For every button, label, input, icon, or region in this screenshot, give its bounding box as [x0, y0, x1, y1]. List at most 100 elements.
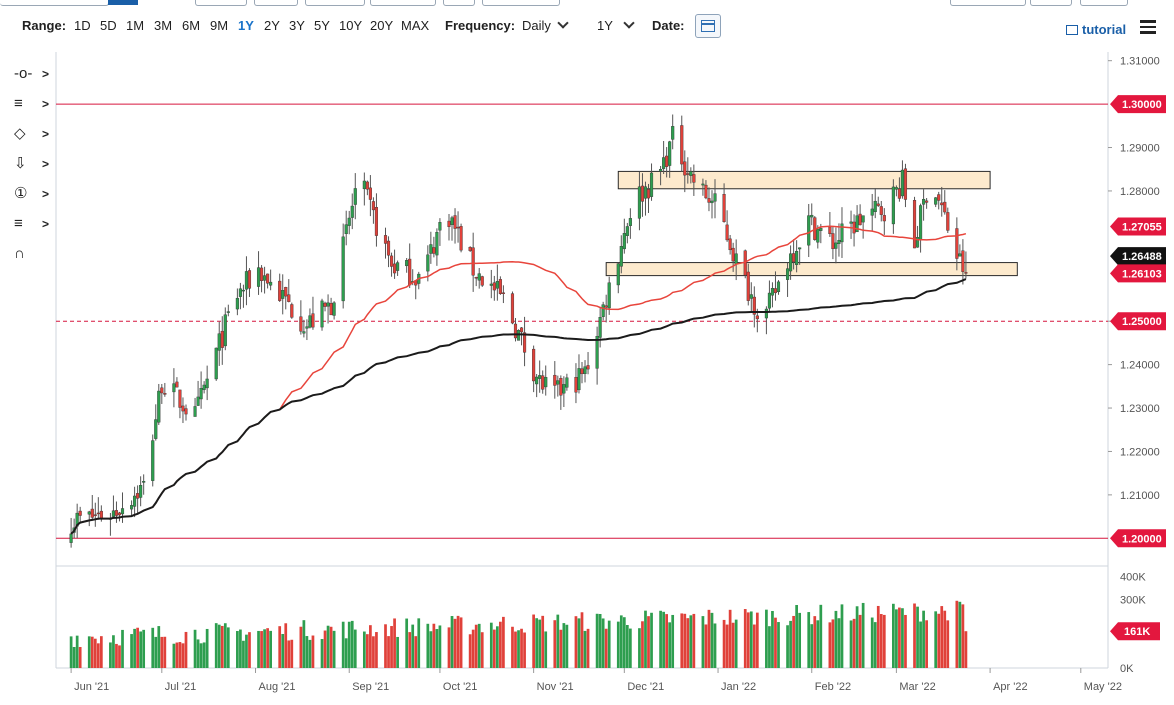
candle-body — [368, 187, 372, 200]
tool-shapes[interactable]: ◇ > — [14, 122, 54, 146]
price-tag-ma-slow: 1.26488 — [1122, 251, 1162, 263]
range-20y[interactable]: 20Y — [370, 18, 394, 33]
range-3y[interactable]: 3Y — [289, 18, 305, 33]
candle-body — [341, 236, 345, 302]
candle-body — [350, 205, 354, 218]
chevron-right-icon: > — [42, 217, 50, 231]
range-max[interactable]: MAX — [401, 18, 430, 33]
volume-bar — [598, 613, 602, 668]
top-toolbar-button[interactable] — [482, 0, 560, 6]
candle-body — [501, 292, 505, 294]
tool-crosshair[interactable]: -o- > — [14, 62, 54, 86]
volume-bar — [934, 611, 938, 668]
x-tick-label: Oct '21 — [443, 681, 478, 693]
volume-bar — [184, 631, 188, 668]
top-toolbar-button[interactable] — [1030, 0, 1072, 6]
fibonacci-icon: ≡ — [14, 215, 23, 232]
period-select[interactable]: 1Y — [597, 17, 635, 34]
candle-body — [870, 208, 874, 216]
volume-bar — [638, 628, 641, 668]
volume-bar — [109, 642, 112, 668]
candle-body — [565, 377, 569, 388]
volume-bar — [958, 601, 962, 668]
tool-fibonacci[interactable]: ≡ > — [14, 212, 54, 236]
candle-body — [798, 247, 802, 250]
volume-bar — [130, 634, 133, 668]
range-2y[interactable]: 2Y — [264, 18, 280, 33]
volume-bar — [813, 616, 817, 668]
frequency-select[interactable]: Daily — [522, 17, 569, 34]
candle-body — [855, 215, 859, 233]
tutorial-label: tutorial — [1082, 22, 1127, 37]
candle-body — [834, 242, 838, 249]
candle-body — [139, 485, 143, 498]
volume-bar — [870, 617, 874, 668]
candle-body — [308, 315, 312, 328]
calendar-button[interactable] — [695, 14, 721, 38]
volume-bar — [242, 640, 245, 668]
tool-arrow[interactable]: ⇩ > — [14, 152, 54, 176]
y-tick-label: 1.21000 — [1120, 490, 1160, 502]
candle-body — [217, 333, 221, 351]
top-toolbar-button[interactable] — [443, 0, 475, 6]
volume-bar — [278, 626, 282, 668]
candle-body — [786, 268, 790, 280]
volume-bar — [725, 624, 729, 668]
top-toolbar-button[interactable] — [254, 0, 298, 6]
volume-bar — [523, 632, 526, 668]
candle-body — [117, 512, 122, 516]
candle-body — [523, 332, 527, 353]
top-toolbar-button[interactable] — [305, 0, 365, 6]
volume-bar — [734, 619, 738, 668]
candle-body — [731, 247, 735, 262]
top-toolbar-button[interactable] — [950, 0, 1026, 6]
candle-body — [873, 200, 877, 213]
candle-body — [432, 247, 436, 254]
top-toolbar-button[interactable] — [370, 0, 436, 6]
volume-bar — [662, 611, 665, 668]
crosshair-icon: -o- — [14, 65, 33, 82]
candle-body — [90, 508, 94, 518]
tutorial-link[interactable]: tutorial — [1066, 22, 1126, 37]
volume-bar — [435, 629, 439, 668]
range-6m[interactable]: 6M — [182, 18, 201, 33]
top-toolbar-active-button[interactable] — [108, 0, 138, 5]
candle-body — [136, 493, 140, 499]
volume-bar — [375, 632, 378, 668]
range-1m[interactable]: 1M — [126, 18, 145, 33]
range-5d[interactable]: 5D — [100, 18, 117, 33]
volume-bar — [350, 620, 354, 668]
range-1d[interactable]: 1D — [74, 18, 91, 33]
volume-bar — [541, 615, 545, 668]
volume-bar — [777, 622, 780, 668]
range-10y[interactable]: 10Y — [339, 18, 363, 33]
volume-bar — [369, 625, 372, 668]
candle-body — [111, 510, 115, 517]
tool-trendline[interactable]: ≡ > — [14, 92, 54, 116]
trendline-icon: ≡ — [14, 95, 23, 112]
top-toolbar-button[interactable] — [195, 0, 247, 6]
candle-body — [643, 186, 648, 199]
volume-bar — [876, 605, 880, 668]
range-1y[interactable]: 1Y — [238, 18, 254, 33]
volume-bar — [728, 609, 732, 668]
tool-number-marker[interactable]: ① > — [14, 182, 54, 206]
range-5y[interactable]: 5Y — [314, 18, 330, 33]
candle-body — [861, 215, 865, 223]
hamburger-menu-icon[interactable] — [1140, 20, 1156, 34]
candle-body — [311, 313, 315, 328]
range-9m[interactable]: 9M — [210, 18, 229, 33]
range-3m[interactable]: 3M — [154, 18, 173, 33]
volume-bar — [72, 647, 76, 668]
price-tag-level-high-shape — [1110, 95, 1166, 114]
candle-body — [199, 388, 203, 400]
candle-body — [937, 194, 941, 201]
volume-bar — [795, 605, 798, 668]
y-tick-label: 1.29000 — [1120, 143, 1160, 155]
tool-magnet[interactable]: ∩ — [14, 242, 54, 266]
candle-body — [891, 186, 895, 225]
volume-bar — [668, 622, 672, 668]
volume-bar — [447, 627, 451, 668]
top-toolbar-button[interactable] — [1080, 0, 1128, 6]
